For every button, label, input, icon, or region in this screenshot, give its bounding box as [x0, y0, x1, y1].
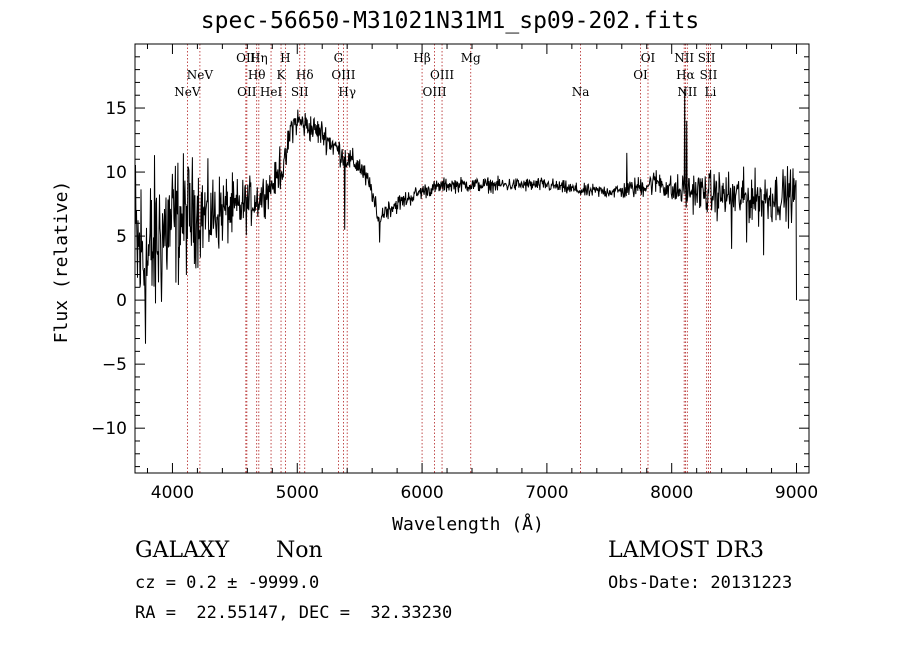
- line-label-HeI: HeI: [260, 85, 283, 99]
- y-tick-label: 5: [116, 227, 127, 247]
- y-tick-label: 0: [116, 291, 127, 311]
- line-label-SII: SII: [698, 51, 716, 65]
- line-label-OIII: OIII: [331, 68, 355, 82]
- line-label-H: H: [280, 51, 290, 65]
- line-label-NeV: NeV: [187, 68, 214, 82]
- y-axis-label: Flux (relative): [51, 181, 72, 344]
- line-label-Mg: Mg: [461, 51, 481, 65]
- line-label-OII: OII: [236, 51, 256, 65]
- x-tick-label: 4000: [151, 483, 194, 503]
- line-label-OIII: OIII: [430, 68, 454, 82]
- y-tick-label: −10: [91, 419, 127, 439]
- ra-dec-coordinates: RA = 22.55147, DEC = 32.33230: [135, 603, 453, 623]
- observation-date: Obs-Date: 20131223: [608, 573, 793, 593]
- plot-frame: [134, 43, 810, 474]
- line-label-OI: OI: [633, 68, 648, 82]
- y-tick-label: −5: [102, 355, 127, 375]
- emission-line-markers: [187, 44, 711, 473]
- line-label-Na: Na: [572, 85, 590, 99]
- x-tick-label: 7000: [525, 483, 568, 503]
- y-tick-label: 10: [105, 163, 127, 183]
- x-tick-label: 6000: [400, 483, 443, 503]
- line-label-Hθ: Hθ: [248, 68, 266, 82]
- x-tick-label: 9000: [775, 483, 818, 503]
- y-tick-label: 15: [105, 99, 127, 119]
- line-label-SII: SII: [291, 85, 309, 99]
- spectrum-series-line: [134, 88, 797, 344]
- chart-title: spec-56650-M31021N31M1_sp09-202.fits: [200, 8, 700, 34]
- line-label-NII: NII: [674, 51, 694, 65]
- object-class: GALAXY: [135, 538, 230, 563]
- line-label-Hδ: Hδ: [296, 68, 314, 82]
- line-label-NeV: NeV: [174, 85, 201, 99]
- line-label-Hγ: Hγ: [338, 85, 356, 99]
- line-label-G: G: [334, 51, 344, 65]
- line-label-Hα: Hα: [676, 68, 695, 82]
- x-tick-label: 8000: [650, 483, 693, 503]
- object-subclass: Non: [276, 538, 323, 563]
- line-label-Hη: Hη: [250, 51, 268, 65]
- emission-line-labels: NeVNeVOIIOIIHηHθHeIKHSIIHδGOIIIHγHβOIIIO…: [174, 51, 717, 99]
- x-tick-label: 5000: [276, 483, 319, 503]
- axis-ticks: 4000 5000 6000 7000 8000 9000 −10 −5 0 5 10 15: [91, 44, 818, 503]
- line-label-K: K: [277, 68, 287, 82]
- line-label-OII: OII: [237, 85, 257, 99]
- line-label-Li: Li: [704, 85, 716, 99]
- line-label-Hβ: Hβ: [413, 51, 430, 65]
- x-axis-label: Wavelength (Å): [392, 513, 544, 535]
- line-label-NII: NII: [677, 85, 697, 99]
- redshift-cz: cz = 0.2 ± -9999.0: [135, 573, 320, 593]
- line-label-SII: SII: [700, 68, 718, 82]
- survey-name: LAMOST DR3: [608, 538, 764, 563]
- line-label-OI: OI: [641, 51, 656, 65]
- line-label-OIII: OIII: [423, 85, 447, 99]
